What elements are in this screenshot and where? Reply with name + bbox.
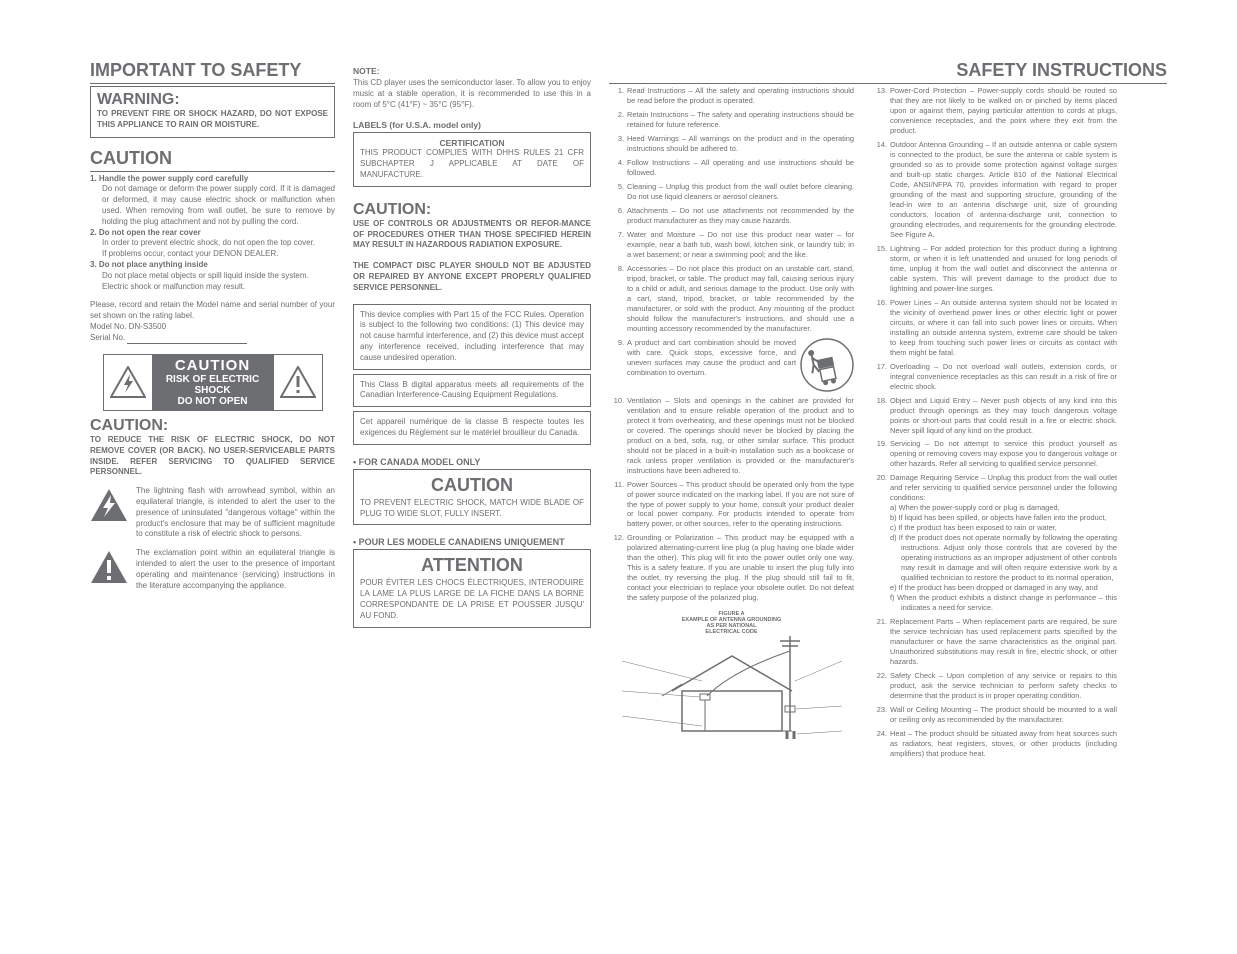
si-6: Attachments – Do not use attachments not… bbox=[609, 206, 854, 226]
canada-text: TO PREVENT ELECTRIC SHOCK, MATCH WIDE BL… bbox=[360, 498, 584, 520]
item-3-title: 3. Do not place anything inside bbox=[90, 260, 335, 271]
figure-a: FIGURE A EXAMPLE OF ANTENNA GROUNDING AS… bbox=[609, 611, 854, 740]
item-3-body-2: Electric shock or malfunction may result… bbox=[90, 282, 335, 293]
cert-text: THIS PRODUCT COMPLIES WITH DHHS RULES 21… bbox=[360, 148, 584, 180]
record-p2: Model No. DN-S3500 bbox=[90, 322, 335, 333]
cart-tip-icon bbox=[800, 338, 854, 392]
excl-text: The exclamation point within an equilate… bbox=[136, 548, 335, 591]
si-1: Read Instructions – All the safety and o… bbox=[609, 86, 854, 106]
canada-h: • FOR CANADA MODEL ONLY bbox=[353, 457, 591, 467]
record-p1: Please, record and retain the Model name… bbox=[90, 300, 335, 322]
item-2-body-2: If problems occur, contact your DENON DE… bbox=[90, 249, 335, 260]
fr-h: • POUR LES MODELE CANADIENS UNIQUEMENT bbox=[353, 537, 591, 547]
classb-en-box: This Class B digital apparatus meets all… bbox=[353, 374, 591, 408]
si-2: Retain Instructions – The safety and ope… bbox=[609, 110, 854, 130]
si-5: Cleaning – Unplug this product from the … bbox=[609, 182, 854, 202]
si-12: Grounding or Polarization – This product… bbox=[609, 533, 854, 603]
canada-big: CAUTION bbox=[360, 475, 584, 496]
caution-list: 1. Handle the power supply cord carefull… bbox=[90, 174, 335, 293]
item-2-body-1: In order to prevent electric shock, do n… bbox=[90, 238, 335, 249]
si-10: Ventilation – Slots and openings in the … bbox=[609, 396, 854, 476]
warning-box: WARNING: TO PREVENT FIRE OR SHOCK HAZARD… bbox=[90, 86, 335, 138]
certification-box: CERTIFICATION THIS PRODUCT COMPLIES WITH… bbox=[353, 132, 591, 186]
lightning-icon bbox=[90, 486, 128, 540]
caution-label-text: CAUTION RISK OF ELECTRIC SHOCK DO NOT OP… bbox=[152, 355, 274, 411]
si-17: Power Lines – An outside antenna system … bbox=[872, 298, 1117, 358]
si-8: Accessories – Do not place this product … bbox=[609, 264, 854, 334]
antenna-grounding-icon bbox=[612, 636, 852, 741]
lightning-text: The lightning flash with arrowhead symbo… bbox=[136, 486, 335, 540]
item-3-body-1: Do not place metal objects or spill liqu… bbox=[90, 271, 335, 282]
si-11: Power Sources – This product should be o… bbox=[609, 480, 854, 530]
si-22: Replacement Parts – When replacement par… bbox=[872, 617, 1117, 667]
fcc-box: This device complies with Part 15 of the… bbox=[353, 304, 591, 370]
si-13: Power-Cord Protection – Power-supply cor… bbox=[872, 86, 1117, 136]
si-7: Water and Moisture – Do not use this pro… bbox=[609, 230, 854, 260]
labels-h: LABELS (for U.S.A. model only) bbox=[353, 120, 591, 130]
symbol-excl-row: The exclamation point within an equilate… bbox=[90, 548, 335, 591]
exclamation-triangle-icon bbox=[274, 355, 322, 411]
right-half: SAFETY INSTRUCTIONS Read Instructions – … bbox=[609, 60, 1167, 924]
heading-safety-instructions: SAFETY INSTRUCTIONS bbox=[609, 60, 1167, 84]
si-25: Heat – The product should be situated aw… bbox=[872, 729, 1117, 759]
lightning-triangle-icon bbox=[104, 355, 152, 411]
record-p3: Serial No. bbox=[90, 333, 335, 344]
si-15: Outdoor Antenna Grounding – If an outsid… bbox=[872, 140, 1117, 240]
item-2-title: 2. Do not open the rear cover bbox=[90, 228, 335, 239]
record-block: Please, record and retain the Model name… bbox=[90, 300, 335, 343]
caution-triangle-label: CAUTION RISK OF ELECTRIC SHOCK DO NOT OP… bbox=[103, 354, 323, 412]
column-1: IMPORTANT TO SAFETY WARNING: TO PREVENT … bbox=[90, 60, 335, 924]
figure-a-caption: FIGURE A EXAMPLE OF ANTENNA GROUNDING AS… bbox=[609, 611, 854, 635]
heading-caution: CAUTION bbox=[90, 148, 335, 172]
si-23: Safety Check – Upon completion of any se… bbox=[872, 671, 1117, 701]
si-19: Object and Liquid Entry – Never push obj… bbox=[872, 396, 1117, 436]
caution-laser-h: CAUTION: bbox=[353, 201, 591, 219]
si-24: Wall or Ceiling Mounting – The product s… bbox=[872, 705, 1117, 725]
canada-box: CAUTION TO PREVENT ELECTRIC SHOCK, MATCH… bbox=[353, 469, 591, 526]
fr-text: POUR ÉVITER LES CHOCS ÉLECTRIQUES, INTER… bbox=[360, 578, 584, 621]
warning-title: WARNING: bbox=[97, 91, 328, 109]
si-9-text: A product and cart combination should be… bbox=[627, 338, 796, 392]
safety-list-1-12: Read Instructions – All the safety and o… bbox=[609, 86, 854, 607]
caution-2-title: CAUTION: bbox=[90, 417, 335, 435]
safety-list-13-25: Power-Cord Protection – Power-supply cor… bbox=[872, 86, 1117, 763]
classb-fr-box: Cet appareil numérique de la classe B re… bbox=[353, 411, 591, 445]
note-h: NOTE: bbox=[353, 66, 591, 76]
item-1-body: Do not damage or deform the power supply… bbox=[90, 184, 335, 227]
symbol-lightning-row: The lightning flash with arrowhead symbo… bbox=[90, 486, 335, 540]
cert-h: CERTIFICATION bbox=[360, 138, 584, 148]
safety-document-page: IMPORTANT TO SAFETY WARNING: TO PREVENT … bbox=[0, 0, 1237, 954]
caution-laser-t: USE OF CONTROLS OR ADJUSTMENTS OR REFOR-… bbox=[353, 219, 591, 251]
si-20: Servicing – Do not attempt to service th… bbox=[872, 439, 1117, 469]
si-21: Damage Requiring Service – Unplug this p… bbox=[872, 473, 1117, 613]
note-text: This CD player uses the semiconductor la… bbox=[353, 78, 591, 110]
si-9: A product and cart combination should be… bbox=[609, 338, 854, 392]
exclamation-icon bbox=[90, 548, 128, 591]
column-3: Read Instructions – All the safety and o… bbox=[609, 86, 854, 924]
si-3: Heed Warnings – All warnings on the prod… bbox=[609, 134, 854, 154]
heading-important-to-safety: IMPORTANT TO SAFETY bbox=[90, 60, 335, 84]
fr-big: ATTENTION bbox=[360, 555, 584, 576]
si-18: Overloading – Do not overload wall outle… bbox=[872, 362, 1117, 392]
si-16: Lightning – For added protection for thi… bbox=[872, 244, 1117, 294]
column-4: Power-Cord Protection – Power-supply cor… bbox=[872, 86, 1117, 924]
caution-2-text: TO REDUCE THE RISK OF ELECTRIC SHOCK, DO… bbox=[90, 435, 335, 478]
si-4: Follow Instructions – All operating and … bbox=[609, 158, 854, 178]
column-2: NOTE: This CD player uses the semiconduc… bbox=[353, 60, 591, 924]
repair-text: THE COMPACT DISC PLAYER SHOULD NOT BE AD… bbox=[353, 261, 591, 293]
fr-box: ATTENTION POUR ÉVITER LES CHOCS ÉLECTRIQ… bbox=[353, 549, 591, 627]
item-1-title: 1. Handle the power supply cord carefull… bbox=[90, 174, 335, 185]
warning-text: TO PREVENT FIRE OR SHOCK HAZARD, DO NOT … bbox=[97, 109, 328, 131]
